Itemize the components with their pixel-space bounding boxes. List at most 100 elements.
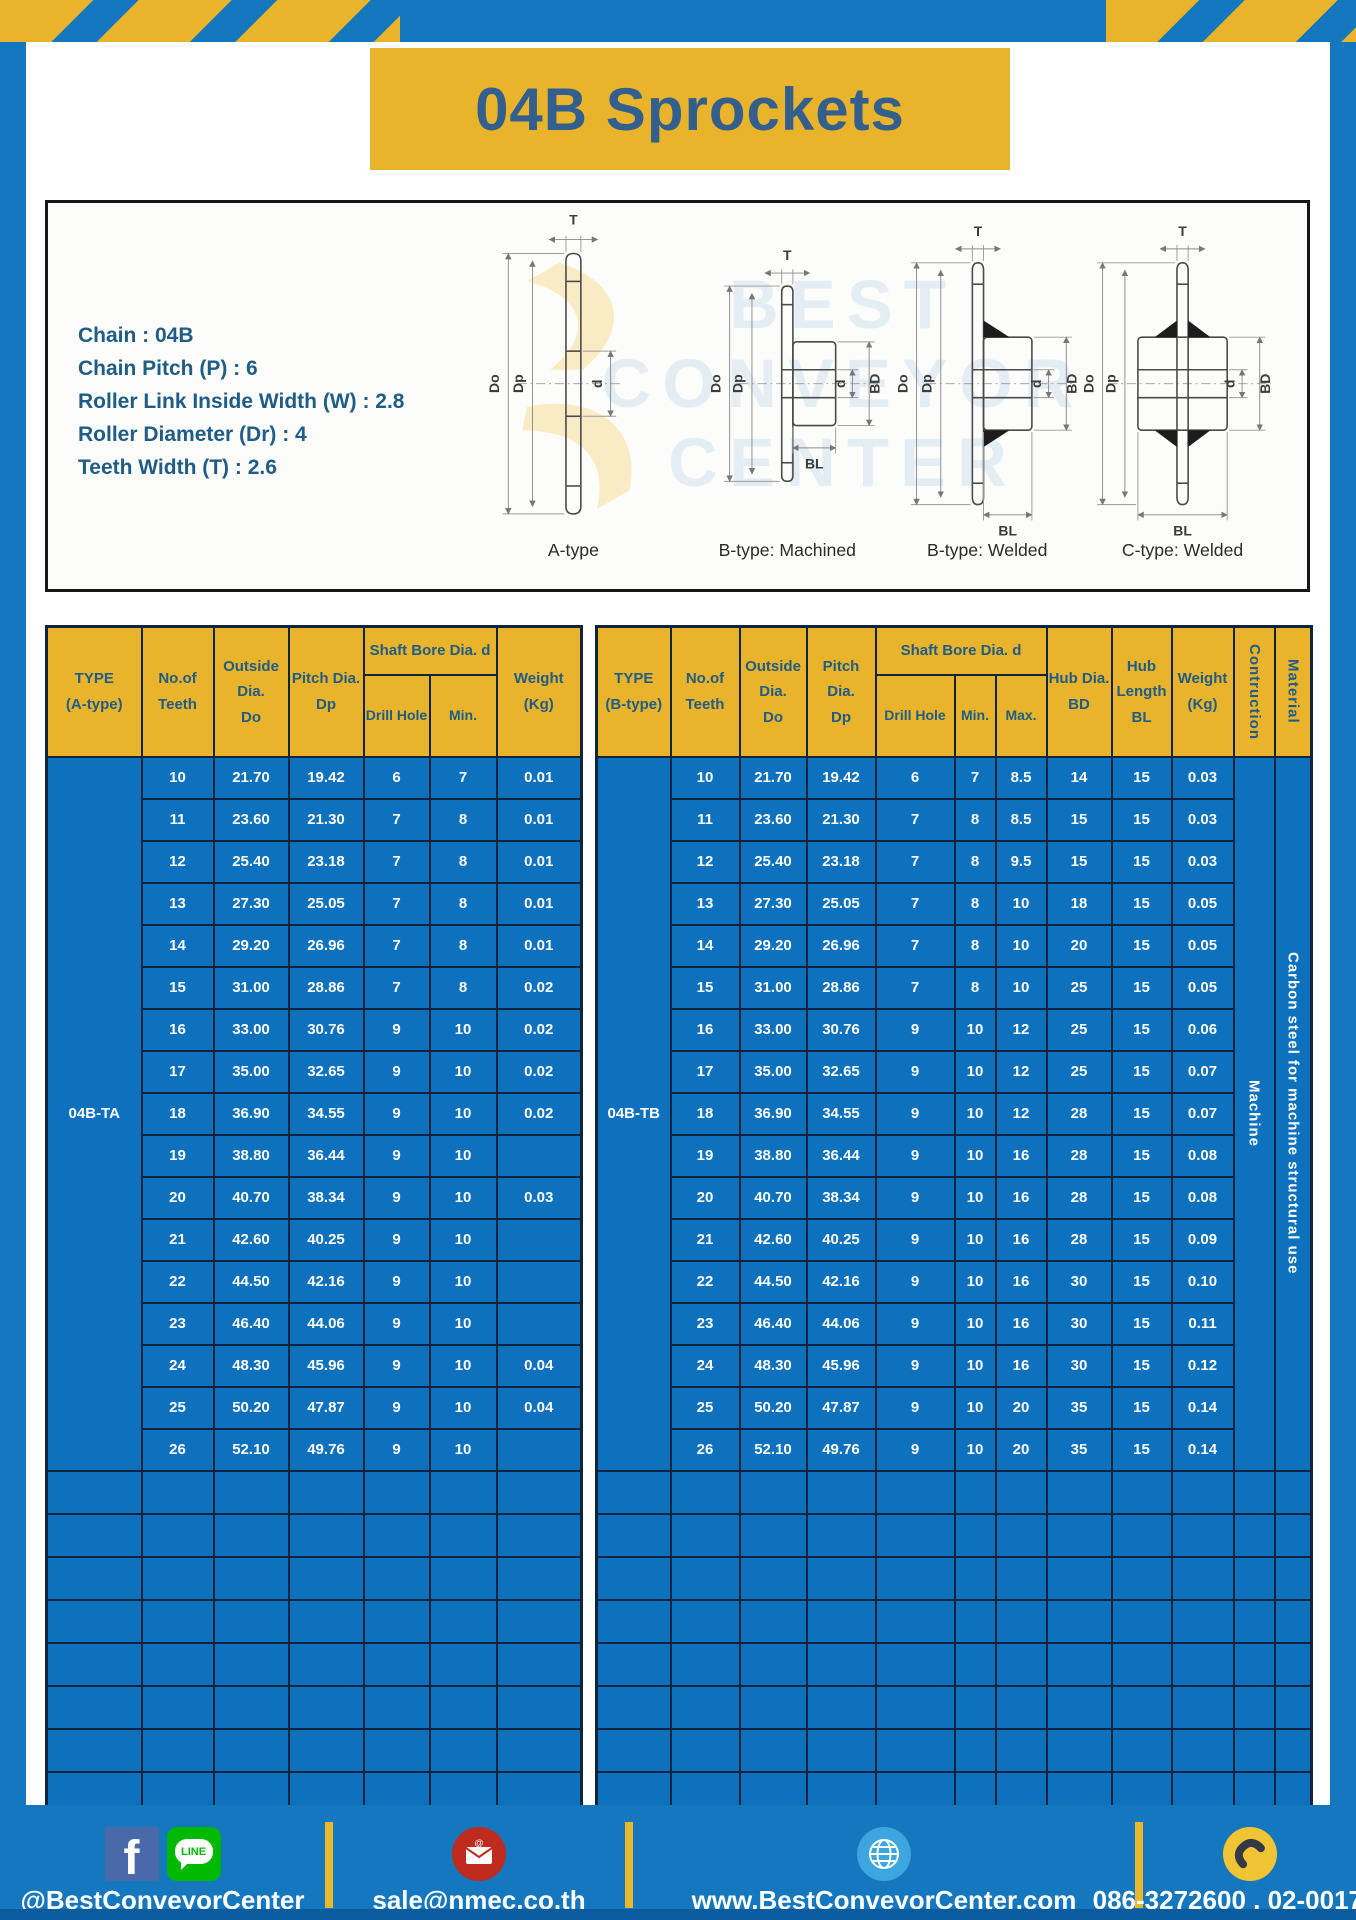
table-cell: 20 (994, 1427, 1048, 1472)
table-cell: 52.10 (212, 1427, 290, 1472)
empty-cell (1170, 1512, 1235, 1558)
table-cell: 7 (428, 755, 498, 800)
empty-table-row (45, 1598, 583, 1644)
table-cell: 38.80 (738, 1133, 808, 1178)
table-cell: 19.42 (805, 755, 877, 800)
empty-cell (738, 1555, 808, 1601)
table-cell: 44.06 (287, 1301, 365, 1346)
table-cell: 9 (874, 1007, 956, 1052)
table-cell: 12 (994, 1049, 1048, 1094)
empty-cell (1273, 1469, 1313, 1515)
empty-cell (669, 1469, 741, 1515)
header-weight: Weight (Kg) (495, 625, 583, 758)
chain-specs: Chain : 04B Chain Pitch (P) : 6 Roller L… (78, 319, 404, 484)
table-cell: 9 (362, 1217, 431, 1262)
dim-Do: Do (1080, 374, 1096, 393)
empty-cell (287, 1469, 365, 1515)
table-row: 21 42.60 40.25 9 10 (47, 1217, 583, 1262)
empty-cell (669, 1598, 741, 1644)
table-cell: 12 (994, 1007, 1048, 1052)
header-shaft-bore: Shaft Bore Dia. d (874, 625, 1048, 676)
empty-cell (874, 1469, 956, 1515)
table-cell: 26 (140, 1427, 215, 1472)
table-cell: 10 (953, 1007, 997, 1052)
header-outside: Outside Dia. Do (738, 625, 808, 758)
table-cell: 9 (874, 1385, 956, 1430)
table-cell: 15 (1110, 1427, 1173, 1472)
dim-Do: Do (486, 374, 502, 393)
table-cell: 0.08 (1170, 1175, 1235, 1220)
header-min: Min. (428, 673, 498, 758)
table-cell: 0.06 (1170, 1007, 1235, 1052)
table-cell: 21.30 (287, 797, 365, 842)
table-row: 16 33.00 30.76 9 10 0.02 (47, 1007, 583, 1052)
empty-table-row (45, 1469, 583, 1515)
table-cell: 10 (428, 1049, 498, 1094)
table-cell: 8 (953, 797, 997, 842)
table-cell: 8 (953, 965, 997, 1010)
table-cell: 9.5 (994, 839, 1048, 884)
table-b-body: 04B-TB 10 21.70 19.42 6 7 8.5 14 15 0.03 Machine Ca… (595, 755, 1313, 1816)
header-type: TYPE (B-type) (595, 625, 672, 758)
empty-cell (495, 1555, 583, 1601)
table-cell: 9 (874, 1217, 956, 1262)
table-cell: 25 (1045, 1049, 1113, 1094)
table-cell: 0.05 (1170, 881, 1235, 926)
dim-T: T (1178, 223, 1187, 239)
table-cell: 0.01 (495, 839, 583, 884)
empty-cell (874, 1598, 956, 1644)
table-row: 25 50.20 47.87 9 10 0.04 (47, 1385, 583, 1430)
empty-cell (1273, 1555, 1313, 1601)
table-cell: 15 (140, 965, 215, 1010)
table-cell: 16 (994, 1217, 1048, 1262)
table-cell: 8 (428, 965, 498, 1010)
empty-cell (287, 1727, 365, 1773)
empty-cell (428, 1469, 498, 1515)
table-cell: 6 (874, 755, 956, 800)
table-cell: 24 (669, 1343, 741, 1388)
table-cell: 40.25 (805, 1217, 877, 1262)
table-cell (495, 1427, 583, 1472)
table-cell: 15 (1110, 923, 1173, 968)
empty-cell (428, 1727, 498, 1773)
table-row: 26 52.10 49.76 9 10 (47, 1427, 583, 1472)
table-cell: 9 (874, 1259, 956, 1304)
page-title: 04B Sprockets (475, 75, 905, 143)
type-cell: 04B-TA (45, 755, 143, 1472)
empty-cell (495, 1469, 583, 1515)
empty-cell (1232, 1727, 1276, 1773)
table-cell: 23 (140, 1301, 215, 1346)
table-cell: 34.55 (805, 1091, 877, 1136)
table-cell: 21.70 (212, 755, 290, 800)
table-cell: 30.76 (805, 1007, 877, 1052)
table-cell (495, 1301, 583, 1346)
header-outside: Outside Dia. Do (212, 625, 290, 758)
drawing-label-c-welded: C-type: Welded (1122, 540, 1243, 560)
empty-cell (738, 1512, 808, 1558)
line-icon[interactable]: LINE (166, 1827, 221, 1881)
table-cell: 23.60 (738, 797, 808, 842)
table-cell: 45.96 (805, 1343, 877, 1388)
table-cell: 0.05 (1170, 965, 1235, 1010)
email-icon[interactable]: @ (451, 1826, 507, 1882)
dim-Do: Do (894, 374, 910, 393)
table-cell: 17 (140, 1049, 215, 1094)
table-cell: 40.70 (738, 1175, 808, 1220)
globe-icon[interactable] (856, 1826, 912, 1882)
table-cell: 9 (362, 1385, 431, 1430)
empty-cell (805, 1684, 877, 1730)
table-row: 23 46.40 44.06 9 10 16 30 15 0.11 (597, 1301, 1312, 1346)
table-cell: 32.65 (805, 1049, 877, 1094)
table-cell: 8 (428, 923, 498, 968)
facebook-icon[interactable]: f (104, 1827, 159, 1883)
empty-cell (212, 1641, 290, 1687)
empty-cell (805, 1641, 877, 1687)
dim-Dp: Dp (918, 374, 934, 393)
empty-table-row (595, 1512, 1313, 1558)
header-drill-hole: Drill Hole (362, 673, 431, 758)
table-cell: 0.08 (1170, 1133, 1235, 1178)
empty-cell (953, 1512, 997, 1558)
empty-cell (287, 1512, 365, 1558)
phone-icon[interactable] (1222, 1826, 1278, 1882)
table-cell: 8 (953, 881, 997, 926)
